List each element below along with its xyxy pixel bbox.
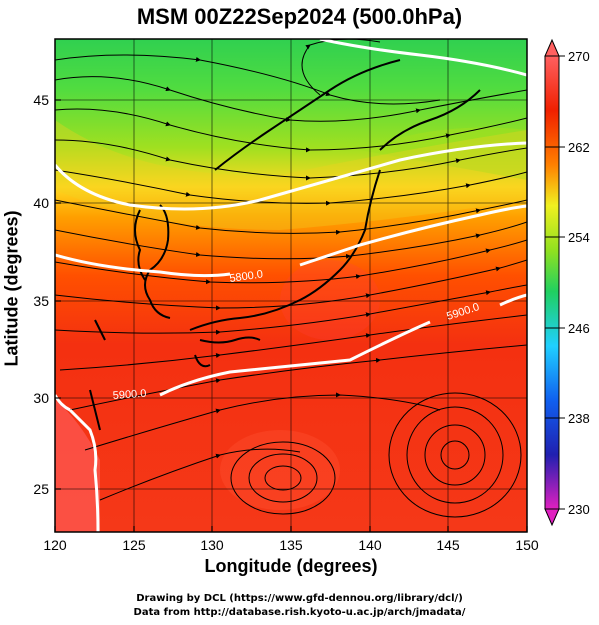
y-tick-label: 25 [33, 481, 49, 497]
circulation-vortices [230, 392, 522, 518]
x-tick-label: 135 [279, 537, 303, 553]
height-contours [55, 39, 527, 532]
colorbar [544, 38, 565, 527]
y-tick-label: 40 [33, 195, 49, 211]
y-axis [55, 99, 61, 490]
colorbar-tick-label: 246 [568, 321, 590, 336]
x-tick-label: 125 [122, 537, 146, 553]
x-axis-title: Longitude (degrees) [204, 556, 378, 576]
contour-label: 5800.0 [229, 268, 264, 285]
colorbar-tick-label: 230 [568, 502, 590, 517]
y-tick-label: 35 [33, 293, 49, 309]
credit-data: Data from http://database.rish.kyoto-u.a… [133, 607, 466, 618]
credit-drawing: Drawing by DCL (https://www.gfd-dennou.o… [136, 593, 463, 604]
chart-title: MSM 00Z22Sep2024 (500.0hPa) [136, 4, 463, 29]
colorbar-tick-label: 262 [568, 140, 590, 155]
y-axis-title: Latitude (degrees) [1, 210, 22, 367]
x-tick-label: 130 [200, 537, 224, 553]
contour-label: 5900.0 [112, 388, 146, 402]
x-tick-label: 145 [436, 537, 460, 553]
x-tick-label: 150 [515, 537, 539, 553]
streamlines [55, 39, 527, 501]
x-axis [54, 526, 528, 532]
colorbar-tick-label: 270 [568, 49, 590, 64]
x-tick-label: 120 [43, 537, 67, 553]
x-tick-label: 140 [358, 537, 382, 553]
colorbar-tick-label: 254 [568, 230, 590, 245]
y-tick-label: 45 [33, 92, 49, 108]
y-tick-label: 30 [33, 390, 49, 406]
colorbar-tick-label: 238 [568, 411, 590, 426]
